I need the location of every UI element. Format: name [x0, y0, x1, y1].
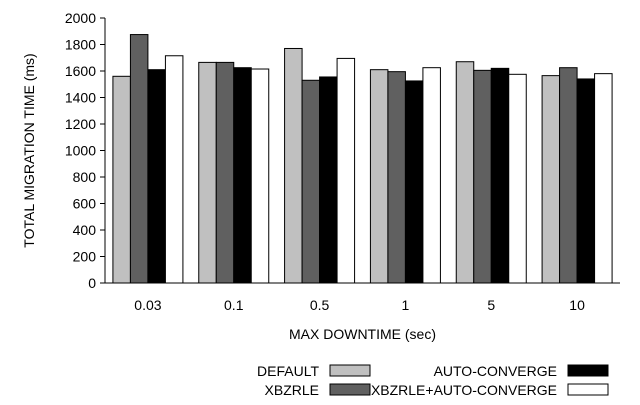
y-tick-label: 200 [73, 249, 97, 265]
y-tick-label: 0 [88, 275, 96, 291]
x-axis-title: MAX DOWNTIME (sec) [289, 326, 436, 342]
y-axis-ticks: 0 200 400 600 800 1000 1200 1400 1600 1800 2000 [65, 10, 105, 291]
bar-xbzrle-auto-converge-1 [422, 67, 441, 284]
bar-xbzrle-auto-converge-0_03 [164, 55, 184, 284]
y-tick-label: 400 [73, 222, 97, 238]
bar-xbzrle-0_5 [301, 79, 321, 284]
y-tick-label: 2000 [65, 10, 96, 26]
bar-auto-converge-0_5 [319, 76, 338, 284]
legend-swatch-xbzrle-auto-converge [567, 383, 609, 396]
bar-default-1 [369, 69, 389, 284]
y-tick-label: 1400 [65, 90, 96, 106]
legend-label-auto-converge: AUTO-CONVERGE [434, 363, 557, 379]
legend-label-xbzrle-auto-converge: XBZRLE+AUTO-CONVERGE [371, 382, 557, 398]
y-tick-label: 1600 [65, 63, 96, 79]
bar-auto-converge-0_03 [147, 69, 166, 284]
bar-xbzrle-auto-converge-10 [594, 73, 613, 284]
bar-xbzrle-1 [387, 71, 406, 284]
bar-xbzrle-auto-converge-5 [508, 73, 527, 284]
y-tick-label: 1000 [65, 143, 96, 159]
legend-label-default: DEFAULT [257, 363, 319, 379]
x-tick-label: 0.5 [310, 297, 330, 313]
bar-default-0_1 [198, 61, 217, 284]
bar-auto-converge-10 [576, 78, 596, 284]
bar-xbzrle-0_03 [129, 34, 149, 284]
x-tick-label: 0.1 [224, 297, 244, 313]
bar-auto-converge-1 [404, 80, 424, 284]
bar-xbzrle-auto-converge-0_1 [250, 68, 270, 284]
bar-default-10 [541, 75, 561, 284]
y-tick-label: 600 [73, 196, 97, 212]
y-tick-label: 800 [73, 169, 97, 185]
y-tick-label: 1800 [65, 37, 96, 53]
x-tick-label: 5 [487, 297, 495, 313]
bar-xbzrle-10 [559, 67, 578, 284]
y-axis-title: TOTAL MIGRATION TIME (ms) [21, 53, 37, 247]
bar-xbzrle-auto-converge-0_5 [336, 57, 356, 284]
bar-xbzrle-5 [473, 69, 492, 284]
legend-swatch-xbzrle [329, 383, 371, 396]
bar-auto-converge-0_1 [233, 67, 252, 284]
legend-label-xbzrle: XBZRLE [265, 382, 319, 398]
x-axis-ticks: 0.03 0.1 0.5 1 5 10 [134, 297, 585, 313]
legend: DEFAULT XBZRLE AUTO-CONVERGE XBZRLE+AUTO-CO… [257, 363, 609, 398]
y-tick-label: 1200 [65, 116, 96, 132]
x-tick-label: 10 [569, 297, 585, 313]
x-tick-label: 1 [402, 297, 410, 313]
legend-swatch-auto-converge [567, 364, 609, 377]
bar-default-5 [455, 61, 475, 284]
bar-xbzrle-0_1 [215, 61, 235, 284]
bars [112, 34, 613, 284]
x-tick-label: 0.03 [134, 297, 161, 313]
bar-default-0_03 [112, 75, 131, 284]
bar-default-0_5 [284, 47, 303, 284]
legend-swatch-default [329, 364, 371, 377]
bar-auto-converge-5 [490, 67, 510, 284]
